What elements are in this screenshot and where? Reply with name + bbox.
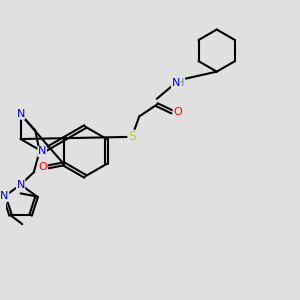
- Text: O: O: [173, 107, 182, 117]
- Text: N: N: [172, 78, 180, 88]
- Text: N: N: [38, 146, 46, 157]
- Text: N: N: [16, 180, 25, 190]
- Text: N: N: [16, 109, 25, 119]
- Text: S: S: [128, 130, 136, 143]
- Text: H: H: [177, 78, 185, 88]
- Text: N: N: [0, 191, 9, 201]
- Text: O: O: [38, 162, 47, 172]
